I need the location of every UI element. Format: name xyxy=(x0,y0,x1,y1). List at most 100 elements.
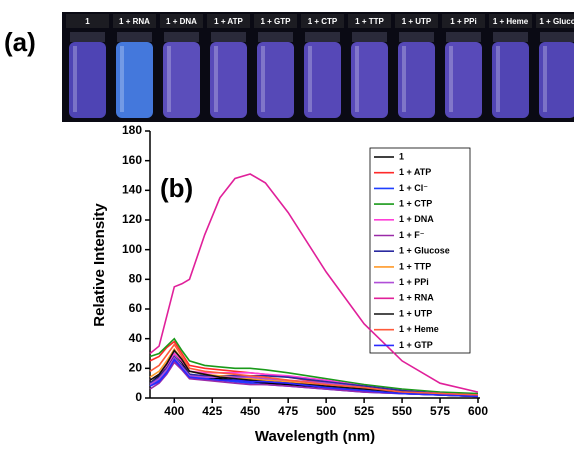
x-axis-label: Wavelength (nm) xyxy=(255,428,375,445)
vial xyxy=(304,42,341,118)
vial-shine xyxy=(73,46,77,112)
legend-label: 1 + PPi xyxy=(399,277,429,287)
x-tick-label: 475 xyxy=(278,404,298,418)
series-line xyxy=(149,361,479,398)
vial-cap xyxy=(305,32,340,42)
vial-cap xyxy=(211,32,246,42)
series-line xyxy=(149,349,479,398)
vial-shine xyxy=(496,46,500,112)
vial-shine xyxy=(167,46,171,112)
vial-cap xyxy=(493,32,528,42)
label-band xyxy=(66,14,109,28)
legend-label: 1 + Glucose xyxy=(399,246,450,256)
legend-label: 1 + RNA xyxy=(399,293,434,303)
vial-label: 1 + PPi xyxy=(450,17,476,26)
vial-shine xyxy=(120,46,124,112)
label-band xyxy=(442,14,485,28)
vial xyxy=(351,42,388,118)
vial xyxy=(445,42,482,118)
vial-shine xyxy=(261,46,265,112)
vial-cap xyxy=(164,32,199,42)
vial-cap xyxy=(117,32,152,42)
y-axis-label: Relative Intensity xyxy=(91,203,108,327)
vial-row: 1 1 + RNA 1 + DNA 1 + ATP 1 + GTP 1 + CTP 1 + … xyxy=(66,14,574,118)
label-band xyxy=(395,14,438,28)
x-tick-label: 575 xyxy=(430,404,450,418)
y-tick-label: 120 xyxy=(122,212,142,226)
label-band xyxy=(160,14,203,28)
vial-cap xyxy=(540,32,574,42)
x-tick-label: 450 xyxy=(240,404,260,418)
label-band xyxy=(113,14,156,28)
series-line xyxy=(149,343,479,396)
legend-label: 1 xyxy=(399,151,404,161)
x-tick-label: 500 xyxy=(316,404,336,418)
legend-label: 1 + F⁻ xyxy=(399,230,425,240)
legend-label: 1 + TTP xyxy=(399,261,431,271)
vial-shine xyxy=(402,46,406,112)
label-band xyxy=(301,14,344,28)
y-tick-label: 180 xyxy=(122,123,142,137)
vial-label: 1 + RNA xyxy=(119,17,150,26)
vial-cap xyxy=(352,32,387,42)
series-line xyxy=(149,173,479,393)
label-band xyxy=(489,14,532,28)
x-tick-label: 550 xyxy=(392,404,412,418)
vial xyxy=(69,42,106,118)
vial-label: 1 + ATP xyxy=(214,17,243,26)
vial-label: 1 + UTP xyxy=(402,17,432,26)
legend-label: 1 + UTP xyxy=(399,308,432,318)
vial xyxy=(163,42,200,118)
series-line xyxy=(149,358,479,398)
vial-shine xyxy=(214,46,218,112)
vial xyxy=(492,42,529,118)
vial xyxy=(398,42,435,118)
vial xyxy=(210,42,247,118)
vial-shine xyxy=(308,46,312,112)
y-tick-label: 100 xyxy=(122,242,142,256)
vial-shine xyxy=(543,46,547,112)
y-tick-label: 80 xyxy=(129,272,143,286)
x-tick-label: 425 xyxy=(202,404,222,418)
vial-cap xyxy=(399,32,434,42)
label-band xyxy=(207,14,250,28)
legend-label: 1 + Heme xyxy=(399,324,439,334)
panel-b-label: (b) xyxy=(160,173,193,203)
label-band xyxy=(536,14,574,28)
panel-a-label: (a) xyxy=(4,27,36,57)
x-tick-label: 600 xyxy=(468,404,488,418)
y-tick-label: 160 xyxy=(122,153,142,167)
vial-cap xyxy=(258,32,293,42)
y-tick-label: 60 xyxy=(129,301,143,315)
y-tick-label: 140 xyxy=(122,183,142,197)
vial-label: 1 + CTP xyxy=(308,17,338,26)
vial-label: 1 + GTP xyxy=(260,17,291,26)
vial-label: 1 xyxy=(85,17,90,26)
vial xyxy=(539,42,574,118)
vial-shine xyxy=(449,46,453,112)
legend-label: 1 + CTP xyxy=(399,198,432,208)
legend-label: 1 + DNA xyxy=(399,214,434,224)
vial-cap xyxy=(446,32,481,42)
vial-label: 1 + Gluco xyxy=(539,17,574,26)
vial-label: 1 + Heme xyxy=(493,17,529,26)
legend-label: 1 + ATP xyxy=(399,167,431,177)
vial xyxy=(116,42,153,118)
vial-cap xyxy=(70,32,105,42)
vial-label: 1 + DNA xyxy=(166,17,197,26)
x-tick-label: 525 xyxy=(354,404,374,418)
label-band xyxy=(348,14,391,28)
y-tick-label: 20 xyxy=(129,361,143,375)
label-band xyxy=(254,14,297,28)
y-tick-label: 0 xyxy=(135,390,142,404)
vial xyxy=(257,42,294,118)
series-line xyxy=(149,337,479,395)
vial-label: 1 + TTP xyxy=(355,17,384,26)
legend-label: 1 + Cl⁻ xyxy=(399,183,428,193)
legend-label: 1 + GTP xyxy=(399,340,433,350)
vial-shine xyxy=(355,46,359,112)
y-tick-label: 40 xyxy=(129,331,143,345)
x-tick-label: 400 xyxy=(164,404,184,418)
